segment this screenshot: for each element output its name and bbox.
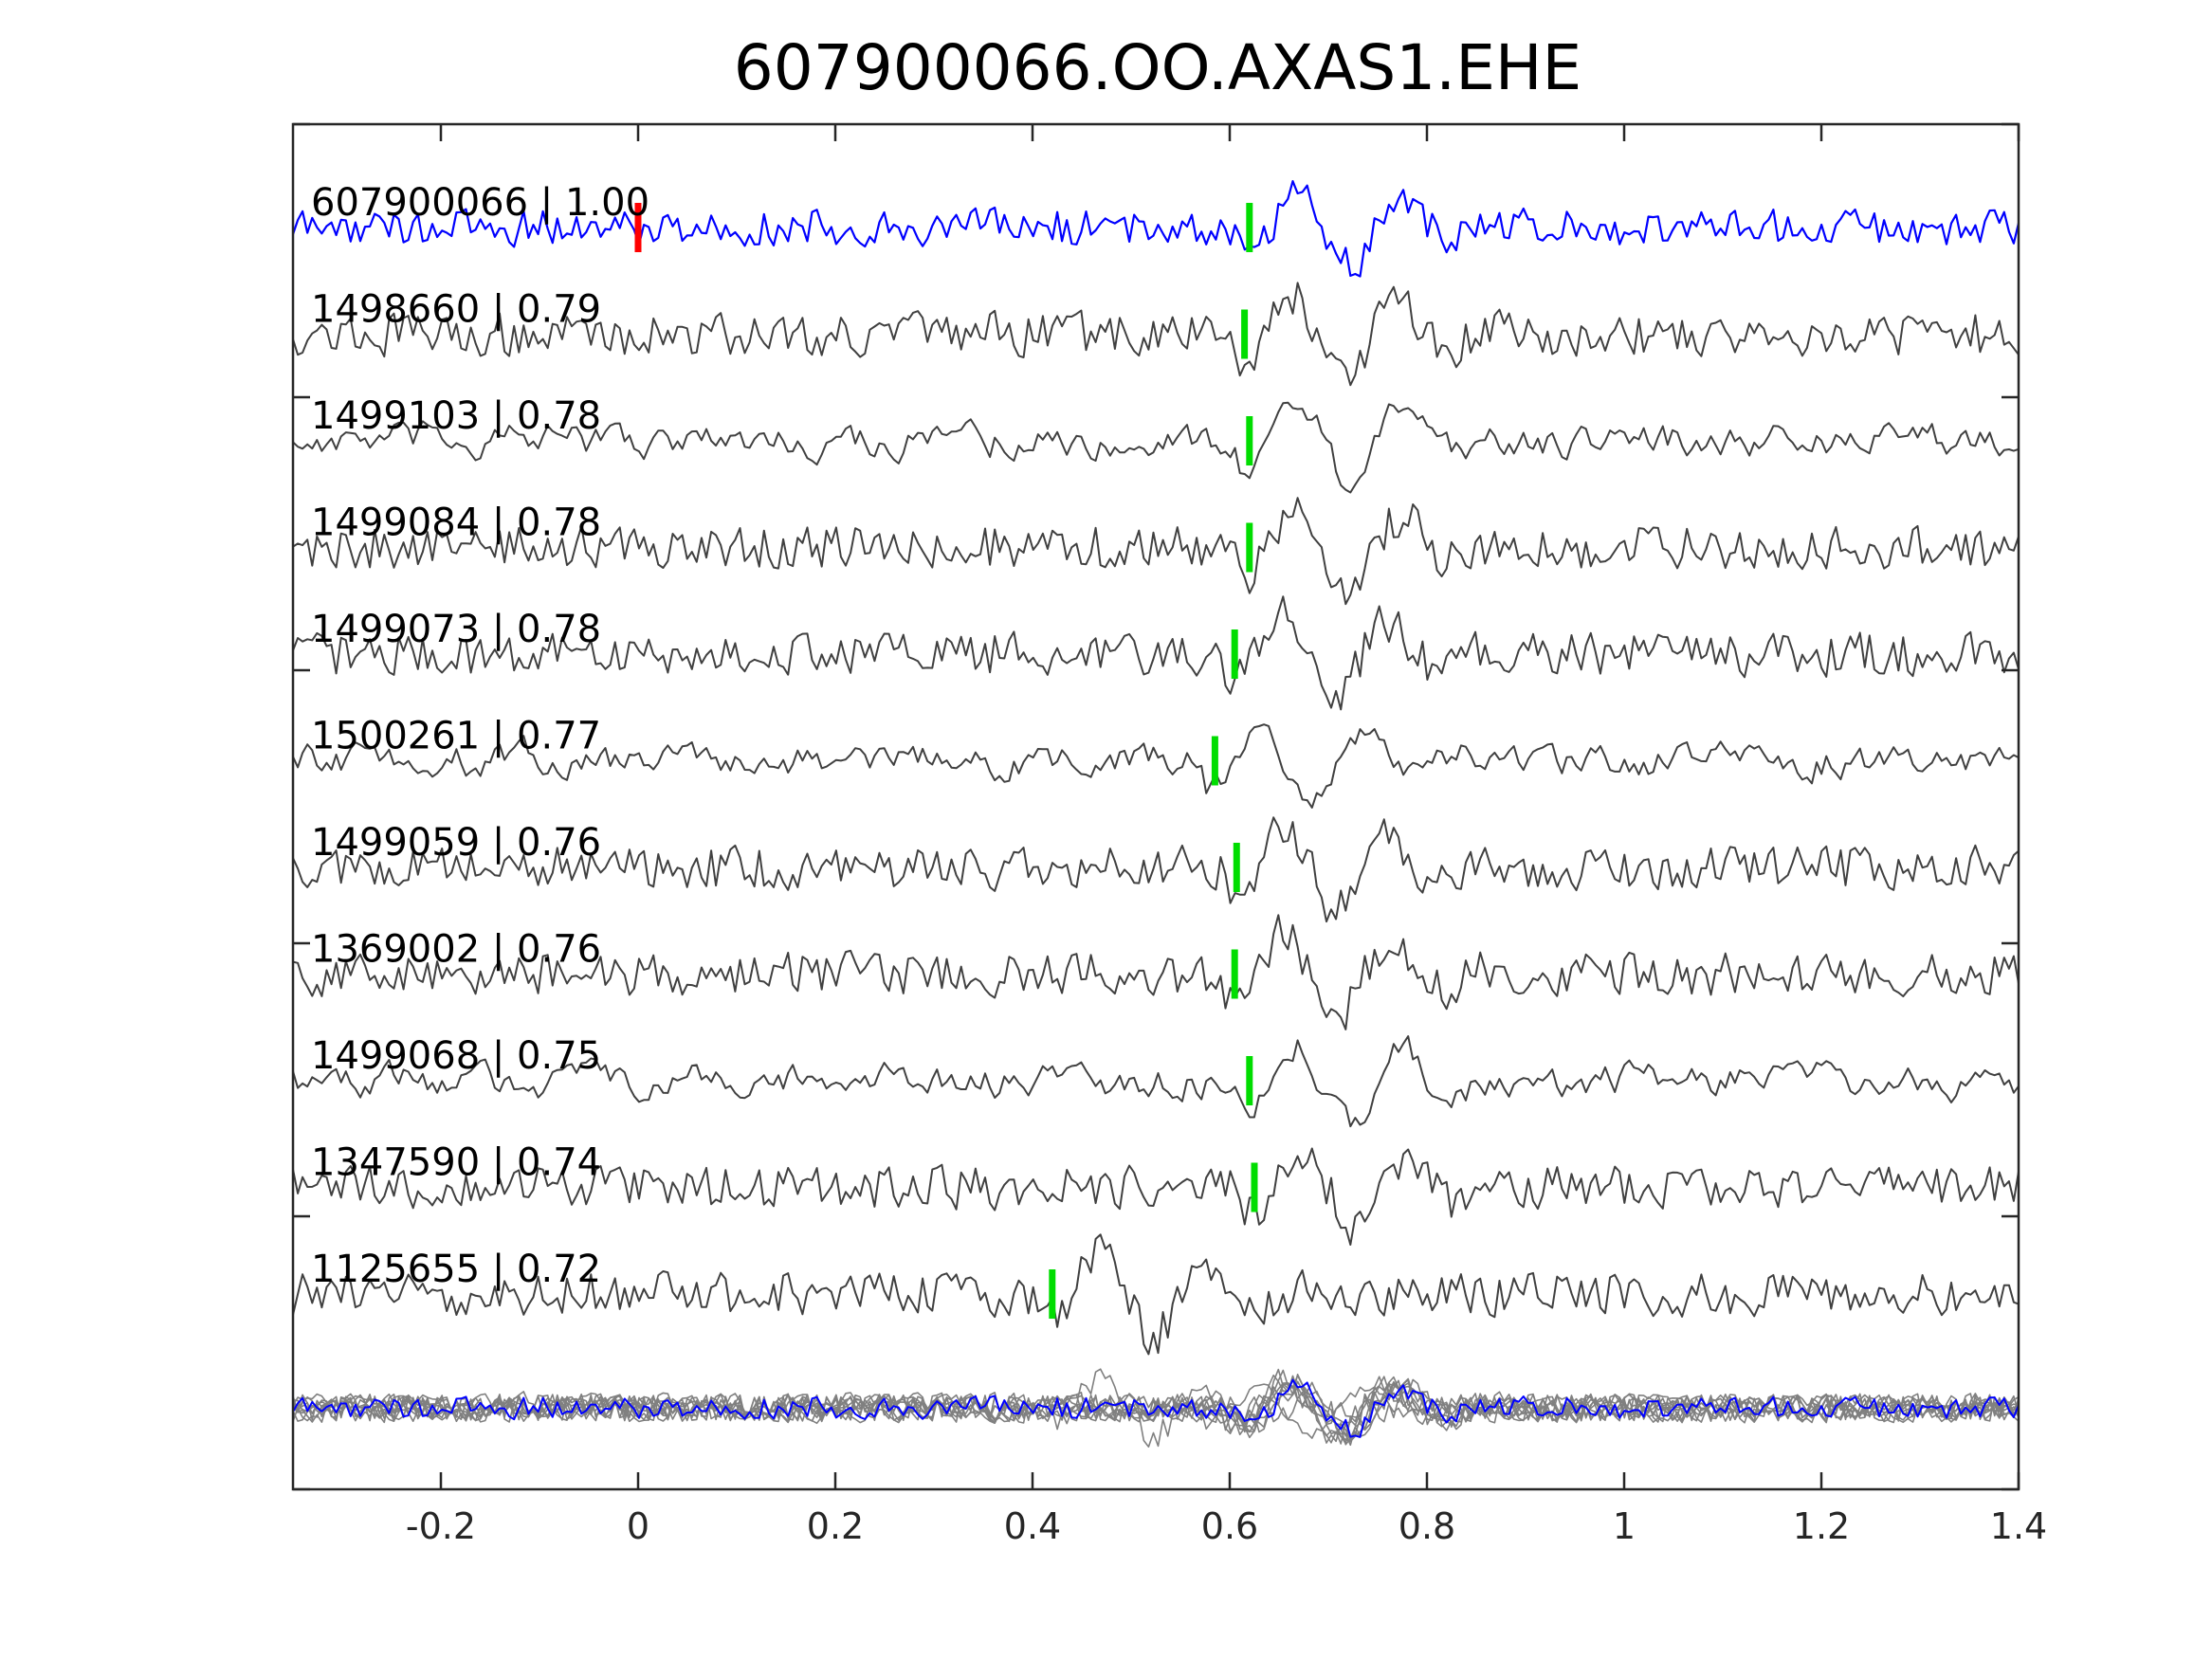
trace-label: 1499068 | 0.75: [311, 1034, 601, 1078]
trace-label: 1498660 | 0.79: [311, 288, 601, 332]
stack-trace: [292, 1381, 2020, 1447]
waveform-trace: [292, 1147, 2020, 1246]
waveform-trace: [292, 816, 2020, 923]
waveform-trace: [292, 914, 2020, 1030]
trace-label: 1499084 | 0.78: [311, 501, 601, 545]
x-axis: -0.2 0 0.2 0.4 0.6 0.8 1 1.2 1.4: [293, 122, 2047, 1547]
x-tick-label: 0.6: [1201, 1505, 1258, 1547]
stack-trace: [292, 1377, 2020, 1439]
x-tick-label: 0.8: [1398, 1505, 1455, 1547]
trace-label: 1369002 | 0.76: [311, 928, 601, 972]
trace-label: 1347590 | 0.74: [311, 1141, 601, 1185]
waveform-trace: [292, 1035, 2020, 1128]
waveform-trace: [292, 723, 2020, 809]
trace-labels: 607900066 | 1.00 1498660 | 0.79 1499103 | …: [311, 181, 649, 1291]
x-tick-label: 1: [1613, 1505, 1636, 1547]
axes-frame: [291, 122, 2020, 1491]
stack-trace: [292, 1369, 2020, 1445]
stack-template-trace: [292, 1378, 2020, 1438]
waveform-trace: [292, 497, 2020, 606]
x-tick-label: 0.2: [807, 1505, 864, 1547]
chart-title: 607900066.OO.AXAS1.EHE: [734, 31, 1582, 104]
stack-trace: [292, 1374, 2020, 1444]
x-tick-label: 0.4: [1004, 1505, 1061, 1547]
x-tick-label: 0: [627, 1505, 649, 1547]
trace-label: 1500261 | 0.77: [311, 715, 601, 758]
trace-label: 607900066 | 1.00: [311, 181, 649, 225]
waveform-trace: [292, 401, 2020, 494]
trace-label: 1499103 | 0.78: [311, 394, 601, 438]
waveform-trace: [292, 282, 2020, 387]
template-trace: [291, 180, 2020, 278]
stack-trace: [292, 1368, 2020, 1448]
plot-area: [291, 180, 2020, 1448]
waveform-trace: [292, 1233, 2020, 1356]
x-tick-label: 1.4: [1990, 1505, 2047, 1547]
trace-label: 1499073 | 0.78: [311, 608, 601, 651]
x-tick-label: 1.2: [1793, 1505, 1850, 1547]
waveform-trace: [292, 595, 2020, 711]
x-tick-label: -0.2: [406, 1505, 476, 1547]
trace-label: 1125655 | 0.72: [311, 1248, 601, 1291]
trace-label: 1499059 | 0.76: [311, 821, 601, 865]
